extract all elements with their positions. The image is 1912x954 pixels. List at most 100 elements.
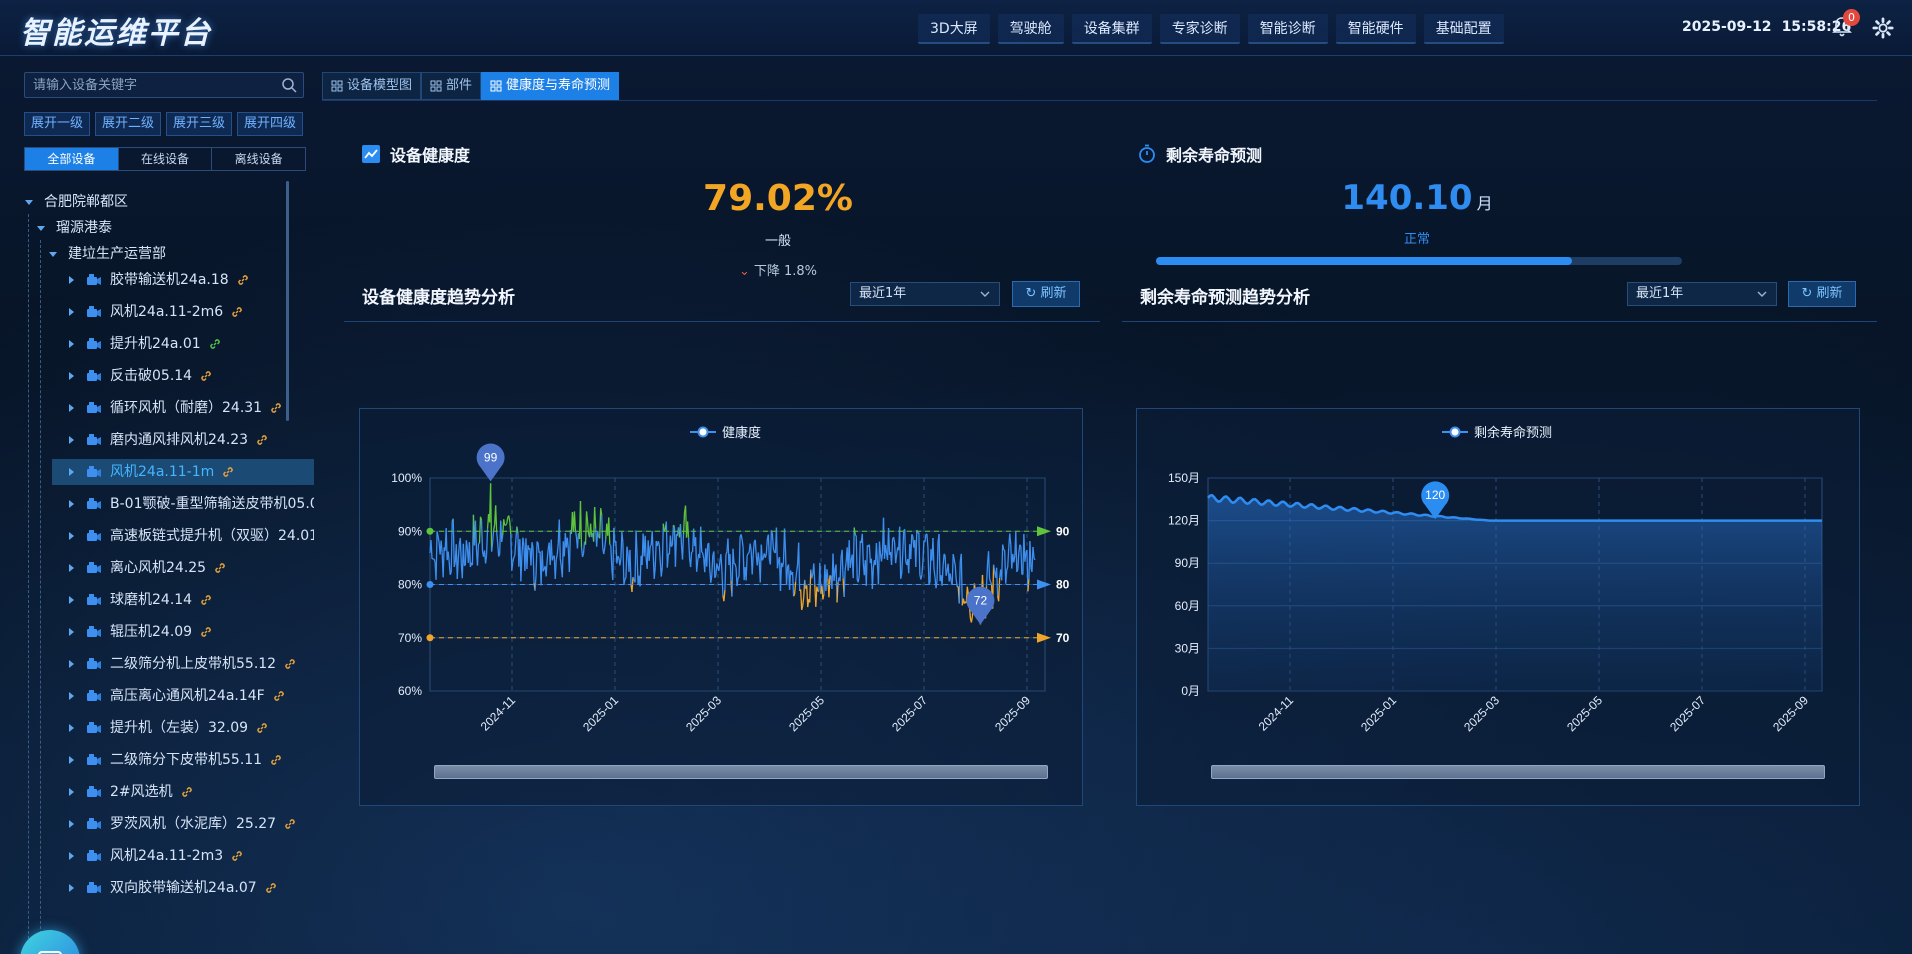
tree-device-item[interactable]: 罗茨风机（水泥库）25.27 bbox=[52, 811, 296, 837]
link-icon bbox=[232, 851, 242, 861]
caret-down-icon[interactable] bbox=[36, 223, 46, 233]
health-refresh-button[interactable]: ↻ 刷新 bbox=[1012, 281, 1080, 307]
caret-right-icon[interactable] bbox=[66, 467, 76, 477]
tree-device-item[interactable]: 双向胶带输送机24a.07 bbox=[52, 875, 277, 901]
link-icon bbox=[271, 755, 281, 765]
filter-online-devices[interactable]: 在线设备 bbox=[119, 148, 213, 170]
tree-device-item[interactable]: 风机24a.11-2m3 bbox=[52, 843, 243, 869]
life-legend[interactable]: 剩余寿命预测 bbox=[1442, 422, 1552, 441]
time-text: 15:58:26 bbox=[1781, 19, 1852, 35]
health-change-text: 下降 1.8% bbox=[753, 264, 818, 279]
health-range-value: 最近1年 bbox=[859, 286, 907, 301]
device-icon bbox=[87, 786, 101, 797]
tree-device-item[interactable]: 二级筛分下皮带机55.11 bbox=[52, 747, 282, 773]
tree-scrollbar[interactable] bbox=[286, 181, 289, 421]
health-value: 79.02% bbox=[703, 178, 853, 219]
expand-level-buttons: 展开一级 展开二级 展开三级 展开四级 bbox=[24, 112, 303, 136]
tree-device-item[interactable]: 风机24a.11-1m bbox=[52, 459, 314, 485]
tree-device-label: 胶带输送机24a.18 bbox=[110, 272, 229, 288]
caret-right-icon[interactable] bbox=[66, 851, 76, 861]
device-icon bbox=[87, 402, 101, 413]
device-search-input[interactable] bbox=[25, 73, 265, 97]
life-range-select[interactable]: 最近1年 bbox=[1627, 282, 1777, 306]
gear-icon[interactable] bbox=[1872, 17, 1894, 39]
nav-cockpit[interactable]: 驾驶舱 bbox=[997, 14, 1064, 44]
tree-device-item[interactable]: 球磨机24.14 bbox=[52, 587, 212, 613]
caret-down-icon[interactable] bbox=[24, 197, 34, 207]
caret-right-icon[interactable] bbox=[66, 275, 76, 285]
caret-right-icon[interactable] bbox=[66, 819, 76, 829]
tree-device-item[interactable]: 辊压机24.09 bbox=[52, 619, 212, 645]
filter-all-devices[interactable]: 全部设备 bbox=[25, 148, 119, 170]
caret-right-icon[interactable] bbox=[66, 787, 76, 797]
tree-device-item[interactable]: 风机24a.11-2m6 bbox=[52, 299, 243, 325]
caret-right-icon[interactable] bbox=[66, 883, 76, 893]
life-zoom-slider[interactable] bbox=[1211, 765, 1825, 779]
health-zoom-slider[interactable] bbox=[434, 765, 1048, 779]
chat-assistant-button[interactable] bbox=[20, 930, 80, 954]
life-progress-fill bbox=[1156, 257, 1572, 265]
tab-label: 设备模型图 bbox=[347, 78, 413, 93]
main-nav: 3D大屏 驾驶舱 设备集群 专家诊断 智能诊断 智能硬件 基础配置 bbox=[918, 14, 1504, 44]
tree-node-group[interactable]: 建垃生产运营部 bbox=[48, 241, 166, 267]
health-level: 一般 bbox=[764, 234, 791, 249]
tree-device-item[interactable]: 高压离心通风机24a.14F bbox=[52, 683, 285, 709]
device-search bbox=[24, 72, 304, 98]
tree-device-label: 反击破05.14 bbox=[110, 368, 193, 384]
tree-device-item[interactable]: 反击破05.14 bbox=[52, 363, 212, 389]
expand-level-3-button[interactable]: 展开三级 bbox=[166, 112, 232, 136]
caret-down-icon[interactable] bbox=[48, 249, 58, 259]
health-range-select[interactable]: 最近1年 bbox=[850, 282, 1000, 306]
caret-right-icon[interactable] bbox=[66, 435, 76, 445]
tree-device-item[interactable]: 提升机（左装）32.09 bbox=[52, 715, 268, 741]
chevron-down-icon: ⌄ bbox=[738, 264, 750, 279]
tree-device-item[interactable]: B-01颚破-重型筛输送皮带机05.06 bbox=[52, 491, 314, 517]
tree-device-item[interactable]: 二级筛分机上皮带机55.12 bbox=[52, 651, 296, 677]
nav-smart-hardware[interactable]: 智能硬件 bbox=[1335, 14, 1416, 44]
expand-level-4-button[interactable]: 展开四级 bbox=[237, 112, 303, 136]
expand-level-1-button[interactable]: 展开一级 bbox=[24, 112, 90, 136]
tree-device-item[interactable]: 2#风选机 bbox=[52, 779, 193, 805]
caret-right-icon[interactable] bbox=[66, 691, 76, 701]
tree-device-item[interactable]: 磨内通风排风机24.23 bbox=[52, 427, 268, 453]
tab-health-life[interactable]: 健康度与寿命预测 bbox=[481, 72, 620, 100]
caret-right-icon[interactable] bbox=[66, 755, 76, 765]
tree-node-group[interactable]: 瑠源港泰 bbox=[36, 215, 112, 241]
caret-right-icon[interactable] bbox=[66, 627, 76, 637]
caret-right-icon[interactable] bbox=[66, 371, 76, 381]
tab-device-model[interactable]: 设备模型图 bbox=[322, 72, 422, 100]
nav-base-config[interactable]: 基础配置 bbox=[1423, 14, 1504, 44]
device-filter-segment: 全部设备 在线设备 离线设备 bbox=[24, 147, 306, 171]
caret-right-icon[interactable] bbox=[66, 339, 76, 349]
nav-smart-diagnosis[interactable]: 智能诊断 bbox=[1247, 14, 1328, 44]
expand-level-2-button[interactable]: 展开二级 bbox=[95, 112, 161, 136]
device-icon bbox=[87, 434, 101, 445]
caret-right-icon[interactable] bbox=[66, 595, 76, 605]
caret-right-icon[interactable] bbox=[66, 531, 76, 541]
device-icon bbox=[87, 850, 101, 861]
tree-device-item[interactable]: 胶带输送机24a.18 bbox=[52, 267, 249, 293]
life-refresh-button[interactable]: ↻ 刷新 bbox=[1788, 281, 1856, 307]
nav-expert-diagnosis[interactable]: 专家诊断 bbox=[1159, 14, 1240, 44]
caret-right-icon[interactable] bbox=[66, 307, 76, 317]
life-trend-divider bbox=[1122, 321, 1877, 322]
life-section-title: 剩余寿命预测 bbox=[1138, 142, 1262, 166]
tree-device-item[interactable]: 提升机24a.01 bbox=[52, 331, 221, 357]
caret-right-icon[interactable] bbox=[66, 563, 76, 573]
link-icon bbox=[201, 595, 211, 605]
caret-right-icon[interactable] bbox=[66, 659, 76, 669]
tree-device-item[interactable]: 循环风机（耐磨）24.31 bbox=[52, 395, 282, 421]
nav-device-cluster[interactable]: 设备集群 bbox=[1071, 14, 1152, 44]
caret-right-icon[interactable] bbox=[66, 403, 76, 413]
caret-right-icon[interactable] bbox=[66, 723, 76, 733]
tree-device-item[interactable]: 高速板链式提升机（双驱）24.01 bbox=[52, 523, 314, 549]
health-legend[interactable]: 健康度 bbox=[690, 422, 761, 441]
filter-offline-devices[interactable]: 离线设备 bbox=[234, 152, 283, 166]
tree-device-item[interactable]: 离心风机24.25 bbox=[52, 555, 226, 581]
caret-right-icon[interactable] bbox=[66, 499, 76, 509]
tab-parts[interactable]: 部件 bbox=[421, 72, 482, 100]
nav-3d-screen[interactable]: 3D大屏 bbox=[918, 14, 990, 44]
link-icon bbox=[265, 883, 276, 893]
tree-node-group[interactable]: 合肥院郸都区 bbox=[24, 189, 128, 215]
search-icon[interactable] bbox=[281, 77, 297, 93]
